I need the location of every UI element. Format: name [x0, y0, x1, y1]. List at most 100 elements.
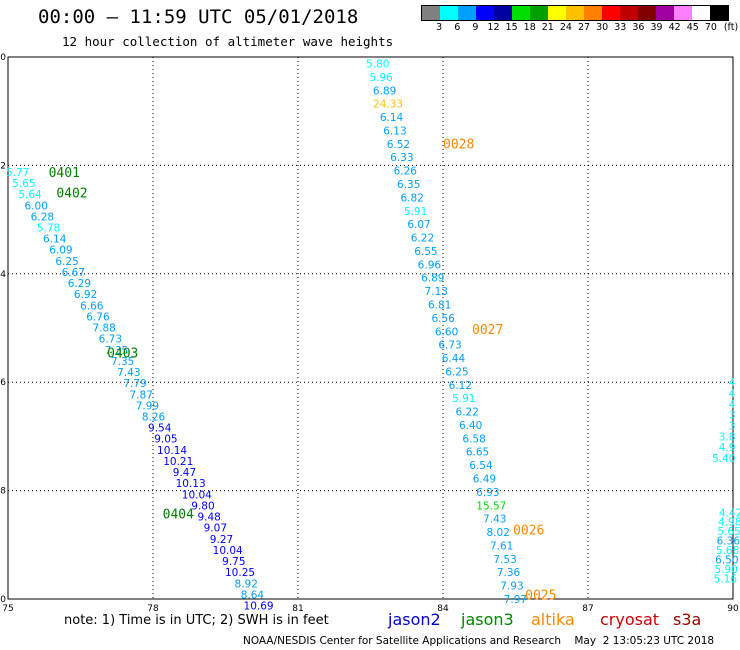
- legend-level-label: 70: [704, 22, 717, 33]
- satellite-label-s3a: s3a: [673, 610, 702, 629]
- legend-swatch: [656, 6, 674, 20]
- wave-height-value: 4: [729, 399, 736, 411]
- wave-height-value: 6.26: [394, 166, 418, 178]
- wave-height-value: 6.60: [435, 326, 458, 338]
- pass-label: 0027: [472, 323, 503, 338]
- y-tick-label: -2: [0, 161, 6, 171]
- wave-height-value: 5.91: [452, 393, 475, 405]
- wave-height-value: 10.21: [163, 456, 193, 468]
- wave-height-value: 6.36: [717, 536, 740, 548]
- legend-level-label: 39: [650, 22, 663, 33]
- y-tick-label: -4: [0, 270, 6, 280]
- wave-height-value: 6.25: [55, 256, 78, 268]
- wave-height-value: 10.04: [182, 489, 212, 501]
- wave-height-value: 7.43: [483, 514, 506, 526]
- wave-height-value: 8.92: [235, 578, 258, 590]
- legend-level-label: 42: [668, 22, 681, 33]
- wave-height-value: 9.80: [191, 500, 214, 512]
- credit-line: NOAA/NESDIS Center for Satellite Applica…: [243, 635, 715, 647]
- satellite-label-altika: altika: [531, 610, 575, 629]
- wave-height-value: 5.78: [37, 222, 60, 234]
- wave-height-value: 10.13: [176, 478, 206, 490]
- x-tick-label: 78: [147, 604, 159, 614]
- pass-label: 0028: [443, 138, 474, 153]
- wave-height-value: 3: [729, 410, 736, 422]
- legend-swatch: [476, 6, 494, 20]
- wave-height-value: 5.65: [12, 178, 35, 190]
- legend-swatch: [638, 6, 656, 20]
- legend-swatch: [512, 6, 530, 20]
- legend-swatch: [620, 6, 638, 20]
- legend-swatch: [584, 6, 602, 20]
- y-tick-label: -8: [0, 487, 6, 497]
- wave-height-value: 8.02: [487, 527, 510, 539]
- wave-height-value: 6.09: [49, 245, 72, 257]
- pass-label: 0401: [49, 166, 80, 181]
- wave-height-value: 6.50: [715, 555, 738, 567]
- legend-swatch: [440, 6, 458, 20]
- wave-height-value: 6.55: [414, 246, 437, 258]
- legend-swatch: [710, 6, 728, 20]
- wave-height-value: 5.40: [712, 453, 735, 465]
- wave-height-value: 4: [729, 388, 736, 400]
- wave-height-value: 6.54: [469, 460, 493, 472]
- wave-height-value: 6.67: [62, 267, 85, 279]
- chart-subtitle: 12 hour collection of altimeter wave hei…: [62, 34, 394, 49]
- legend-level-label: 36: [632, 22, 645, 33]
- wave-height-value: 8.26: [142, 411, 166, 423]
- wave-height-value: 4.9: [719, 442, 736, 454]
- wave-height-value: 6.28: [31, 211, 54, 223]
- wave-height-value: 3.8: [719, 431, 736, 443]
- wave-height-value: 6.52: [387, 139, 410, 151]
- wave-height-value: 6.14: [43, 234, 67, 246]
- wave-height-value: 10.04: [213, 545, 243, 557]
- wave-height-value: 6.29: [68, 278, 91, 290]
- wave-height-value: 6.92: [74, 289, 97, 301]
- wave-height-value: 6.00: [25, 200, 48, 212]
- wave-height-value: 6.56: [431, 313, 455, 325]
- wave-height-value: 6.22: [411, 233, 434, 245]
- legend-level-label: 30: [596, 22, 609, 33]
- legend-swatch: [674, 6, 692, 20]
- legend-level-label: 27: [578, 22, 591, 33]
- legend-labels: 3 6 9 12 15 18 21 24 27 30 33 36 39 42 45 70 (ft): [421, 21, 738, 33]
- wave-height-value: 7.88: [92, 323, 115, 335]
- legend-level-label: 33: [614, 22, 627, 33]
- wave-height-value: 7.36: [497, 567, 521, 579]
- wave-height-value: 7.99: [136, 400, 159, 412]
- wave-height-value: 7.43: [117, 367, 140, 379]
- wave-height-value: 9.48: [197, 512, 220, 524]
- legend-level-label: 24: [559, 22, 572, 33]
- wave-height-value: 7.79: [123, 378, 146, 390]
- y-tick-label: -10: [0, 595, 6, 605]
- wave-height-value: 5.77: [6, 167, 29, 179]
- y-tick-label: -6: [0, 378, 6, 388]
- wave-height-value: 7.13: [425, 286, 448, 298]
- legend-level-label: 15: [505, 22, 518, 33]
- wave-height-value: 6.82: [400, 192, 423, 204]
- legend-level-label: 3: [436, 22, 443, 33]
- legend-level-label: 21: [541, 22, 554, 33]
- wave-height-value: 6.89: [373, 85, 396, 97]
- wave-height-value: 6.73: [438, 340, 461, 352]
- wave-height-value: 5.16: [714, 573, 738, 585]
- wave-height-value: 7.87: [130, 389, 153, 401]
- wave-height-value: 9.27: [210, 534, 233, 546]
- wave-height-value: 6.93: [476, 487, 499, 499]
- x-tick-label: 90: [727, 604, 739, 614]
- wave-height-value: 10.69: [244, 601, 274, 613]
- wave-height-value: 4: [729, 377, 736, 389]
- wave-height-value: 6.58: [462, 433, 485, 445]
- satellite-label-jason2: jason2: [388, 610, 441, 629]
- wave-height-value: 9.47: [173, 467, 196, 479]
- legend-swatch: [602, 6, 620, 20]
- wave-height-value: 9.05: [154, 434, 177, 446]
- wave-height-value: 6.76: [86, 311, 110, 323]
- wave-height-value: 15.57: [476, 500, 506, 512]
- legend-swatch: [566, 6, 584, 20]
- pass-label: 0025: [525, 589, 556, 604]
- pass-label: 0026: [513, 524, 544, 539]
- color-legend: 3 6 9 12 15 18 21 24 27 30 33 36 39 42 45 70 (ft): [421, 5, 738, 33]
- wave-height-value: 6.73: [99, 334, 122, 346]
